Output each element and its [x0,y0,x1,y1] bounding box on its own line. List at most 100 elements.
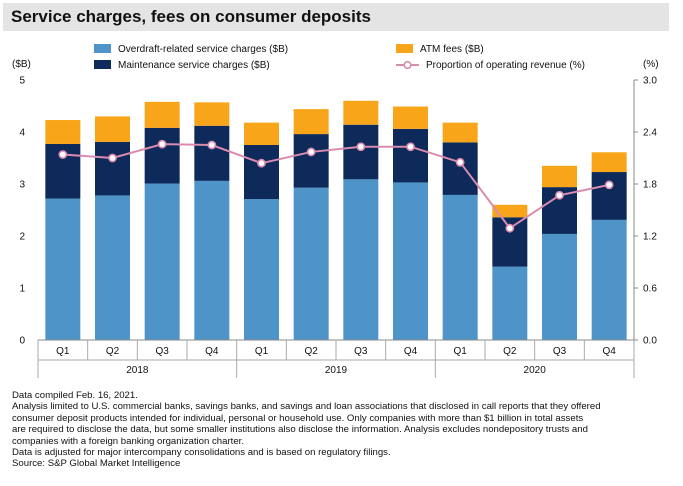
bar-segment [343,179,379,340]
bar-segment [542,233,577,340]
bar-segment [442,122,478,143]
line-marker [356,142,366,152]
footnote-line: Source: S&P Global Market Intelligence [12,458,181,470]
bar-segment [244,145,279,200]
bar-segment [95,116,130,142]
legend-label: ATM fees ($B) [420,44,484,55]
left-tick-label: 2 [19,232,25,243]
stacked-bar-chart: Overdraft-related service charges ($B) Ma… [12,44,659,378]
quarter-label: Q2 [503,346,517,357]
bar-segment [343,124,379,180]
line-marker [207,140,217,150]
bar-segment [442,194,478,340]
title-bar: Service charges, fees on consumer deposi… [3,3,669,31]
bar-segment [393,106,428,129]
left-tick-label: 3 [19,180,25,191]
footnote-line: Data compiled Feb. 16, 2021. [12,390,138,401]
legend-line-marker [403,60,412,70]
left-tick-label: 5 [19,76,25,87]
quarter-label: Q2 [304,346,318,357]
legend-label: Maintenance service charges ($B) [118,60,270,71]
left-tick-label: 0 [19,336,25,347]
bar-segment [194,180,230,340]
bar-segment [95,195,130,340]
line-marker [455,157,465,167]
chart-title: Service charges, fees on consumer deposi… [11,7,371,26]
quarter-label: Q3 [553,346,567,357]
right-tick-label: 3.0 [643,76,657,87]
bar-segment [591,152,627,173]
line-marker [604,180,614,190]
legend-swatch [396,44,413,53]
footnote-line: are required to disclose the data, but s… [12,424,588,436]
left-tick-label: 1 [19,284,25,295]
legend: Overdraft-related service charges ($B) Ma… [94,44,585,71]
bar-segment [95,141,130,196]
bar-segment [442,142,478,195]
bar-segment [393,182,428,340]
axes: ($B) (%) 0 1 2 3 4 5 0.0 0.6 1.2 1.8 2.4 3.0 [12,59,659,347]
bar-segment [45,198,81,340]
right-tick-label: 1.2 [643,232,657,243]
quarter-label: Q4 [205,346,219,357]
quarter-label: Q2 [106,346,120,357]
quarter-label: Q4 [404,346,418,357]
left-axis-unit: ($B) [12,59,31,70]
right-tick-label: 0.6 [643,284,657,295]
quarter-label: Q1 [255,346,269,357]
bar-segment [244,122,279,145]
footnote-line: companies with a foreign banking organiz… [12,435,244,447]
bar-segment [591,219,627,340]
legend-label: Proportion of operating revenue (%) [426,60,585,71]
bar-segment [542,165,577,188]
bar-segment [293,187,329,340]
bar-segment [591,172,627,220]
bar-segment [244,199,279,340]
line-marker [406,142,415,152]
bar-segment [144,101,180,128]
quarter-label: Q1 [453,346,467,357]
line-marker [505,223,515,233]
legend-swatch [94,44,111,53]
bar-segment [293,134,329,188]
footnotes: Data compiled Feb. 16, 2021. Analysis li… [12,390,667,470]
line-marker [58,150,68,159]
bar-segment [293,109,329,135]
footnote-line: Data is adjusted for major intercompany … [12,447,391,459]
line-marker [306,147,316,157]
bar-segment [393,128,428,183]
line-marker [108,153,117,163]
bars [45,100,627,340]
left-tick-label: 4 [19,128,25,139]
bar-segment [45,120,81,144]
quarter-label: Q3 [354,346,368,357]
year-label: 2020 [524,365,547,376]
right-tick-label: 2.4 [643,128,657,139]
year-label: 2018 [126,365,149,376]
year-label: 2019 [325,365,348,376]
bar-segment [194,102,230,126]
line-series [58,139,614,233]
bar-segment [492,204,528,218]
bar-segment [492,266,528,340]
line-marker [555,190,564,200]
right-axis-unit: (%) [643,59,659,70]
bar-segment [144,183,180,340]
right-tick-label: 1.8 [643,180,657,191]
revenue-share-line [62,143,610,230]
bar-segment [343,100,379,125]
quarter-label: Q3 [155,346,169,357]
legend-swatch [94,60,111,69]
bar-segment [194,125,230,181]
legend-label: Overdraft-related service charges ($B) [118,44,288,55]
footnote-line: consumer deposit products intended for i… [12,412,584,424]
bar-segment [144,127,180,184]
x-axis: Q1 Q2 Q3 Q4 Q1 Q2 Q3 Q4 Q1 Q2 Q3 Q4 2018 2019 2020 [37,339,635,378]
footnote-line: Analysis limited to U.S. commercial bank… [12,401,601,413]
line-marker [157,139,167,149]
line-marker [257,158,266,168]
quarter-label: Q4 [602,346,616,357]
right-tick-label: 0.0 [643,336,657,347]
quarter-label: Q1 [56,346,70,357]
